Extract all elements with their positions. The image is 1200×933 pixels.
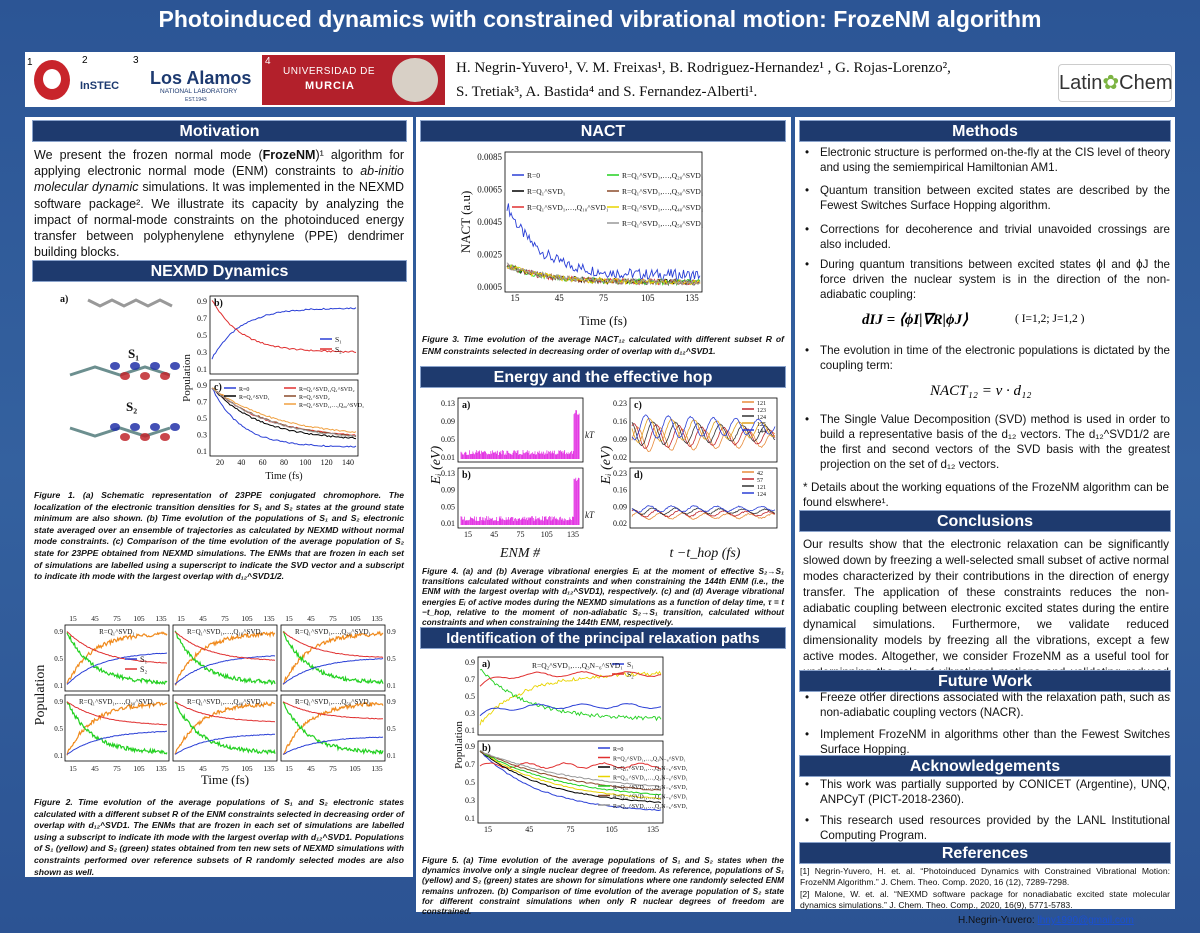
authors: H. Negrin-Yuvero¹, V. M. Freixas¹, B. Ro… [456, 56, 951, 104]
bullet: Quantum transition between excited state… [800, 183, 1170, 213]
reference: [1] Negrin-Yuvero, H. et. al. “Photoindu… [800, 866, 1170, 887]
bullet: Freeze other directions associated with … [800, 690, 1170, 720]
lanl-est: EST.1943 [185, 97, 207, 103]
middle-column [416, 117, 791, 912]
text-run: simulations. It was implemented in the N… [34, 180, 404, 260]
bullet: Corrections for decoherence and trivial … [800, 222, 1170, 252]
text-run: ab-initio molecular dynamic [34, 164, 404, 195]
section-header: NEXMD Dynamics [32, 260, 407, 282]
logo-number: 1 [27, 57, 33, 68]
lanl-logo: Los Alamos [150, 68, 252, 88]
bullet: During quantum transitions between excit… [800, 257, 1170, 302]
section-header: Energy and the effective hop [420, 366, 786, 388]
bullet: The evolution in time of the electronic … [800, 343, 1170, 373]
section-header: Acknowledgements [799, 755, 1171, 777]
section-header: Future Work [799, 670, 1171, 692]
contact-email[interactable]: lhny1990@gmail.com [1037, 915, 1134, 926]
section-header: Conclusions [799, 510, 1171, 532]
poster-title: Photoinduced dynamics with constrained v… [158, 6, 1042, 32]
logo-number: 4 [265, 56, 271, 67]
equation-note: ( I=1,2; J=1,2 ) [1015, 313, 1085, 325]
figure-caption: Figure 2. Time evolution of the average … [34, 797, 404, 877]
lanl-sub: NATIONAL LABORATORY [160, 88, 238, 95]
bullet: This work was partially supported by CON… [800, 777, 1170, 807]
section-header: References [799, 842, 1171, 864]
contact-name: H.Negrin-Yuvero: [958, 915, 1038, 926]
logo-number: 2 [82, 55, 88, 66]
section-header: Identification of the principal relaxati… [420, 627, 786, 649]
figure-caption: Figure 4. (a) and (b) Average vibrationa… [422, 566, 784, 628]
logo-number: 3 [133, 55, 139, 66]
contact: H.Negrin-Yuvero: lhny1990@gmail.com [958, 915, 1134, 926]
bullet: Electronic structure is performed on-the… [800, 145, 1170, 175]
latinchem-text: Latin [1059, 72, 1103, 94]
section-header: Methods [799, 120, 1171, 142]
section-header: NACT [420, 120, 786, 142]
reference: [2] Malone, W. et. al. “NEXMD software p… [800, 889, 1170, 910]
text-run: )¹ algorithm for applying electronic nor… [34, 148, 404, 179]
bullet: The Single Value Decomposition (SVD) met… [800, 412, 1170, 472]
motivation-text: We present the frozen normal mode (Froze… [34, 147, 404, 260]
section-header: Motivation [32, 120, 407, 142]
bullet: Implement FrozeNM in algorithms other th… [800, 727, 1170, 757]
text-run: FrozeNM [262, 148, 316, 162]
text-run: We present the frozen normal mode ( [34, 148, 263, 162]
figure-caption: Figure 1. (a) Schematic representation o… [34, 490, 404, 582]
figure-caption: Figure 5. (a) Time evolution of the aver… [422, 855, 784, 917]
murcia-seal [392, 58, 438, 102]
authors-line: H. Negrin-Yuvero¹, V. M. Freixas¹, B. Ro… [456, 60, 951, 76]
methods-note: * Details about the working equations of… [803, 481, 1169, 509]
murcia-text: UNIVERSIDAD DE [283, 66, 376, 77]
equation: dIJ = ⟨ϕI|∇R|ϕJ⟩ [862, 312, 968, 328]
header-band [25, 52, 1175, 107]
latinchem-text: Chem [1119, 72, 1173, 94]
equation: NACT₁₂ = v · d₁₂ [930, 383, 1032, 399]
authors-line: S. Tretiak³, A. Bastida⁴ and S. Fernande… [456, 84, 758, 100]
bullet: This research used resources provided by… [800, 813, 1170, 843]
latinchem-logo: Latin✿Chem [1058, 64, 1173, 102]
unq-logo [34, 60, 70, 100]
figure-caption: Figure 3. Time evolution of the average … [422, 334, 784, 356]
instec-logo: InSTEC [80, 80, 120, 92]
murcia-text: MURCIA [305, 80, 355, 92]
